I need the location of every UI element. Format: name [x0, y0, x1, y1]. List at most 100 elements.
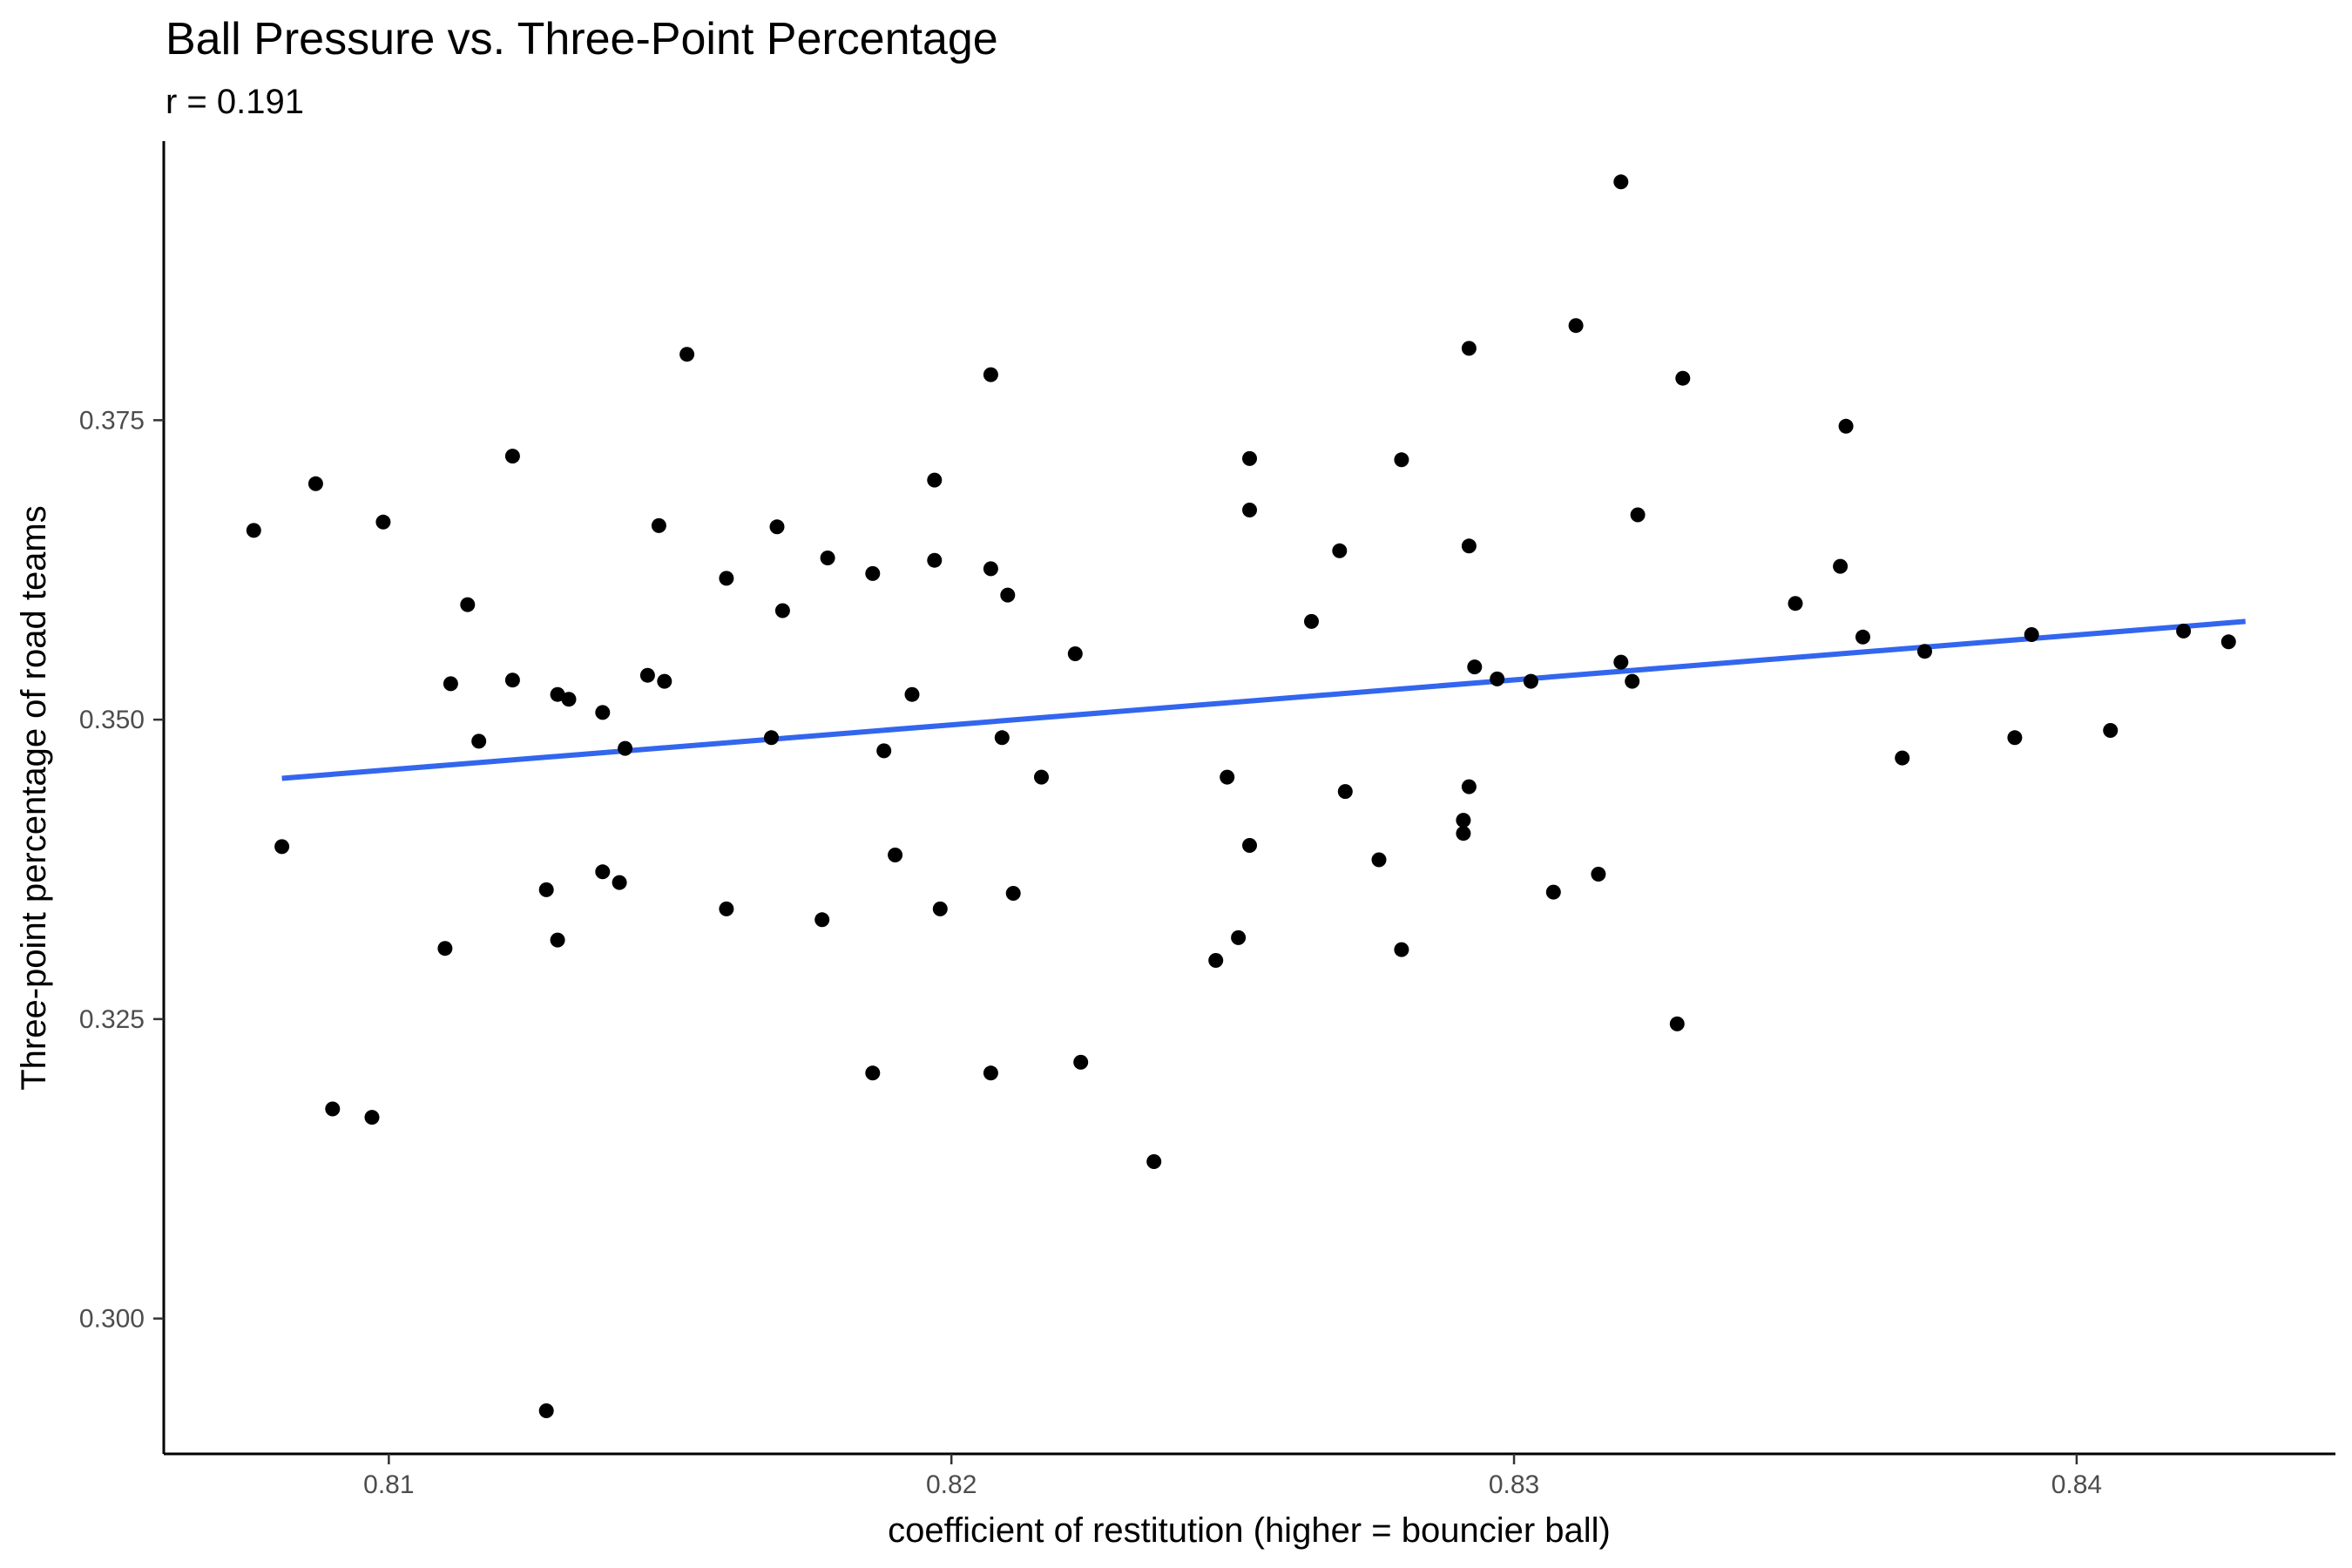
data-point — [308, 476, 323, 491]
data-point — [1523, 673, 1538, 689]
data-point — [1675, 370, 1691, 386]
data-point — [1788, 596, 1803, 612]
x-axis-title: coefficient of restitution (higher = bou… — [888, 1511, 1611, 1550]
y-axis-ticks: 0.300 0.325 0.350 0.375 — [79, 406, 164, 1334]
y-tick-label: 0.300 — [79, 1305, 145, 1334]
data-point — [1242, 838, 1257, 853]
data-point — [1000, 587, 1016, 603]
data-point — [1625, 673, 1640, 689]
data-point — [618, 740, 633, 756]
data-point — [1231, 929, 1247, 945]
data-point — [1208, 953, 1224, 968]
data-point — [612, 875, 627, 890]
chart-title: Ball Pressure vs. Three-Point Percentage — [166, 14, 998, 64]
data-point — [1895, 750, 1910, 766]
data-point — [2024, 627, 2039, 642]
y-tick-label: 0.350 — [79, 706, 145, 734]
data-point — [460, 597, 476, 612]
x-tick-label: 0.81 — [363, 1470, 414, 1499]
data-point — [1005, 886, 1021, 901]
data-point — [595, 705, 611, 720]
data-point — [1332, 543, 1348, 558]
data-point — [1146, 1154, 1162, 1169]
data-point — [639, 667, 655, 683]
data-point — [375, 514, 391, 530]
data-point — [325, 1101, 341, 1117]
data-point — [2007, 730, 2023, 746]
data-point — [679, 347, 695, 362]
data-point — [1394, 452, 1409, 468]
y-tick-label: 0.325 — [79, 1005, 145, 1034]
data-point — [983, 1065, 998, 1081]
data-point — [471, 733, 487, 749]
data-point — [820, 551, 835, 565]
data-point — [1545, 884, 1561, 900]
data-point — [1568, 318, 1584, 334]
data-point — [1838, 418, 1854, 434]
data-point — [443, 676, 458, 692]
data-point — [504, 449, 520, 464]
data-point — [538, 882, 554, 897]
data-point — [1461, 538, 1477, 554]
data-point — [927, 552, 943, 568]
trend-line — [281, 618, 2246, 781]
data-point — [1067, 646, 1083, 661]
data-point — [904, 686, 920, 702]
data-point — [865, 1065, 881, 1081]
data-point — [1467, 659, 1483, 675]
data-point — [1456, 813, 1471, 828]
x-tick-label: 0.82 — [926, 1470, 977, 1499]
data-point — [774, 603, 790, 618]
data-point — [865, 565, 881, 581]
data-point — [1073, 1054, 1089, 1070]
data-point — [274, 839, 290, 855]
chart-subtitle: r = 0.191 — [166, 83, 304, 121]
data-point — [1304, 613, 1319, 629]
data-point — [719, 901, 734, 916]
data-point — [437, 941, 453, 956]
data-point — [246, 523, 261, 538]
data-point — [538, 1403, 554, 1418]
data-point — [814, 912, 830, 928]
data-point — [2103, 723, 2119, 738]
data-point — [994, 730, 1010, 746]
data-point — [888, 848, 903, 862]
data-point — [764, 730, 779, 746]
data-point — [876, 743, 892, 759]
data-point — [657, 673, 672, 689]
data-point — [1613, 654, 1629, 670]
data-point — [1371, 852, 1387, 868]
data-point — [927, 472, 943, 488]
y-tick-label: 0.375 — [79, 406, 145, 435]
data-point — [2176, 623, 2192, 639]
data-point — [2220, 634, 2236, 650]
data-point — [1220, 769, 1235, 785]
data-point — [1917, 644, 1932, 659]
data-point — [1833, 558, 1848, 574]
data-point — [1591, 867, 1606, 882]
data-point — [1669, 1016, 1685, 1031]
data-point — [719, 571, 734, 586]
data-point — [651, 517, 666, 533]
data-point — [550, 932, 565, 948]
x-tick-label: 0.84 — [2051, 1470, 2102, 1499]
data-point — [983, 367, 998, 382]
data-point — [1456, 826, 1471, 841]
data-point — [1490, 671, 1505, 686]
data-point — [1461, 779, 1477, 794]
data-point — [1613, 174, 1629, 190]
data-point — [1242, 450, 1257, 466]
x-axis-ticks: 0.81 0.82 0.83 0.84 — [363, 1454, 2102, 1499]
data-point — [1855, 629, 1870, 645]
data-point — [1337, 784, 1353, 800]
y-axis-title: Three-point percentage of road teams — [15, 505, 53, 1091]
data-point — [561, 692, 577, 707]
data-point — [364, 1110, 380, 1125]
data-point — [983, 561, 998, 577]
x-tick-label: 0.83 — [1489, 1470, 1539, 1499]
data-point — [932, 901, 948, 916]
data-point — [595, 864, 611, 880]
data-point — [1461, 341, 1477, 356]
